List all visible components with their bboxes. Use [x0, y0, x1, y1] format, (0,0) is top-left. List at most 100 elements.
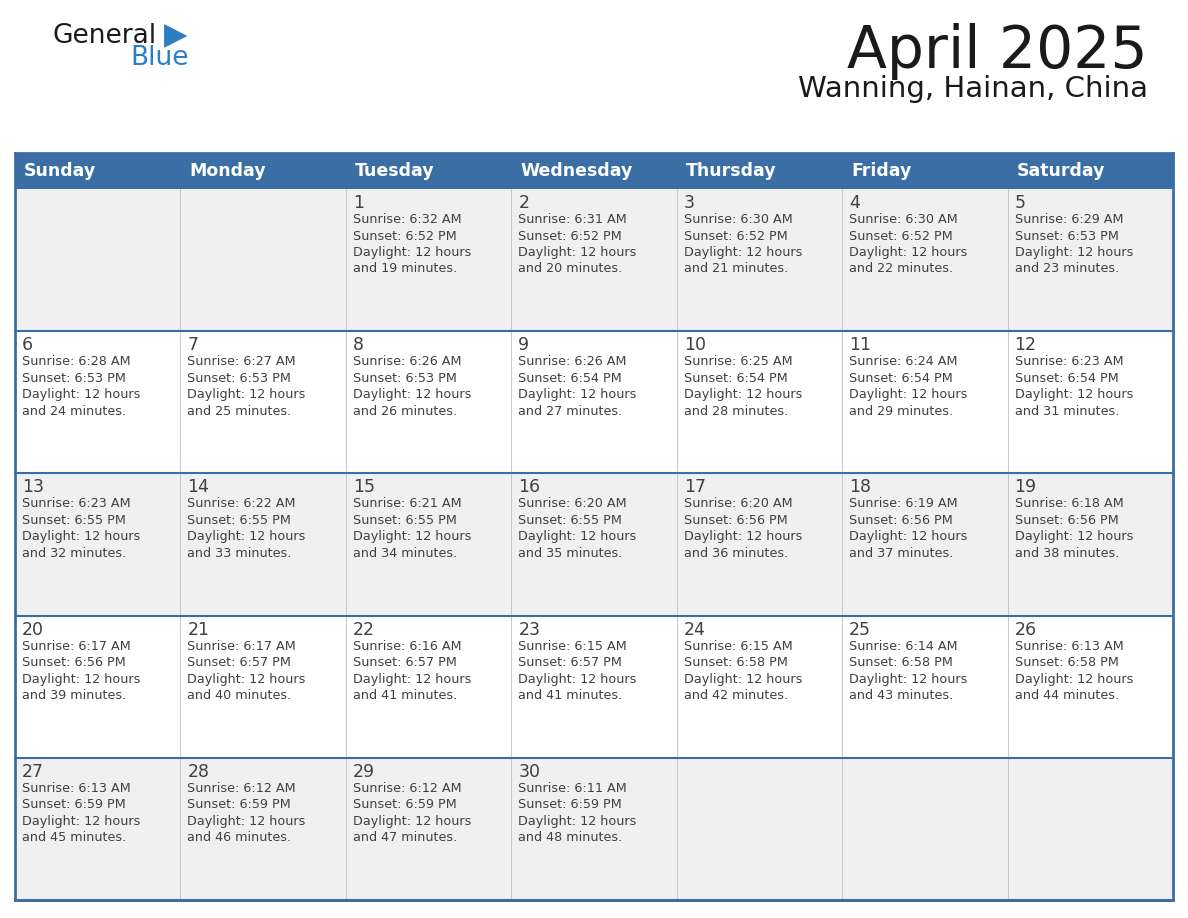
Text: Sunrise: 6:29 AM: Sunrise: 6:29 AM: [1015, 213, 1123, 226]
Text: Daylight: 12 hours: Daylight: 12 hours: [353, 246, 472, 259]
Text: Sunrise: 6:16 AM: Sunrise: 6:16 AM: [353, 640, 461, 653]
Text: Sunset: 6:53 PM: Sunset: 6:53 PM: [1015, 230, 1118, 242]
Text: 11: 11: [849, 336, 871, 354]
Text: and 39 minutes.: and 39 minutes.: [23, 689, 126, 702]
Text: Sunset: 6:58 PM: Sunset: 6:58 PM: [849, 656, 953, 669]
Text: Sunset: 6:54 PM: Sunset: 6:54 PM: [1015, 372, 1118, 385]
Text: Sunrise: 6:30 AM: Sunrise: 6:30 AM: [849, 213, 958, 226]
Text: Sunset: 6:54 PM: Sunset: 6:54 PM: [849, 372, 953, 385]
Text: Sunrise: 6:19 AM: Sunrise: 6:19 AM: [849, 498, 958, 510]
Text: Daylight: 12 hours: Daylight: 12 hours: [518, 531, 637, 543]
Text: Sunrise: 6:17 AM: Sunrise: 6:17 AM: [188, 640, 296, 653]
Text: Daylight: 12 hours: Daylight: 12 hours: [23, 531, 140, 543]
Text: Wednesday: Wednesday: [520, 162, 633, 180]
Text: Sunrise: 6:12 AM: Sunrise: 6:12 AM: [353, 782, 461, 795]
Text: and 23 minutes.: and 23 minutes.: [1015, 263, 1119, 275]
Text: Sunrise: 6:24 AM: Sunrise: 6:24 AM: [849, 355, 958, 368]
Text: Daylight: 12 hours: Daylight: 12 hours: [353, 531, 472, 543]
Text: 4: 4: [849, 194, 860, 212]
Text: and 19 minutes.: and 19 minutes.: [353, 263, 457, 275]
Text: Sunrise: 6:17 AM: Sunrise: 6:17 AM: [23, 640, 131, 653]
Text: Daylight: 12 hours: Daylight: 12 hours: [353, 815, 472, 828]
Bar: [15, 757, 1173, 900]
Text: Daylight: 12 hours: Daylight: 12 hours: [1015, 388, 1133, 401]
Text: Sunrise: 6:18 AM: Sunrise: 6:18 AM: [1015, 498, 1124, 510]
Text: Daylight: 12 hours: Daylight: 12 hours: [353, 673, 472, 686]
Text: Sunset: 6:53 PM: Sunset: 6:53 PM: [188, 372, 291, 385]
Text: and 33 minutes.: and 33 minutes.: [188, 547, 292, 560]
Text: Sunset: 6:56 PM: Sunset: 6:56 PM: [849, 514, 953, 527]
Text: and 36 minutes.: and 36 minutes.: [684, 547, 788, 560]
Bar: [511, 153, 677, 189]
Text: 9: 9: [518, 336, 530, 354]
Text: Sunset: 6:58 PM: Sunset: 6:58 PM: [1015, 656, 1118, 669]
Text: 3: 3: [684, 194, 695, 212]
Text: 1: 1: [353, 194, 364, 212]
Text: 10: 10: [684, 336, 706, 354]
Text: Tuesday: Tuesday: [355, 162, 435, 180]
Text: Sunrise: 6:26 AM: Sunrise: 6:26 AM: [518, 355, 627, 368]
Text: Daylight: 12 hours: Daylight: 12 hours: [849, 673, 967, 686]
Text: and 41 minutes.: and 41 minutes.: [518, 689, 623, 702]
Text: Daylight: 12 hours: Daylight: 12 hours: [849, 246, 967, 259]
Text: Sunrise: 6:32 AM: Sunrise: 6:32 AM: [353, 213, 461, 226]
Text: Sunset: 6:54 PM: Sunset: 6:54 PM: [518, 372, 623, 385]
Text: Sunrise: 6:30 AM: Sunrise: 6:30 AM: [684, 213, 792, 226]
Text: and 44 minutes.: and 44 minutes.: [1015, 689, 1119, 702]
Text: Sunset: 6:59 PM: Sunset: 6:59 PM: [518, 799, 623, 812]
Text: Sunrise: 6:21 AM: Sunrise: 6:21 AM: [353, 498, 461, 510]
Text: 14: 14: [188, 478, 209, 497]
Text: and 31 minutes.: and 31 minutes.: [1015, 405, 1119, 418]
Text: Sunset: 6:55 PM: Sunset: 6:55 PM: [23, 514, 126, 527]
Text: 8: 8: [353, 336, 364, 354]
Text: Daylight: 12 hours: Daylight: 12 hours: [518, 673, 637, 686]
Bar: [181, 153, 346, 189]
Text: Daylight: 12 hours: Daylight: 12 hours: [1015, 246, 1133, 259]
Text: Sunrise: 6:22 AM: Sunrise: 6:22 AM: [188, 498, 296, 510]
Text: and 43 minutes.: and 43 minutes.: [849, 689, 954, 702]
Text: Sunset: 6:53 PM: Sunset: 6:53 PM: [23, 372, 126, 385]
Text: 6: 6: [23, 336, 33, 354]
Text: Sunrise: 6:23 AM: Sunrise: 6:23 AM: [23, 498, 131, 510]
Text: 7: 7: [188, 336, 198, 354]
Bar: [346, 153, 511, 189]
Text: and 25 minutes.: and 25 minutes.: [188, 405, 292, 418]
Text: Sunset: 6:53 PM: Sunset: 6:53 PM: [353, 372, 456, 385]
Text: Daylight: 12 hours: Daylight: 12 hours: [188, 815, 305, 828]
Text: Daylight: 12 hours: Daylight: 12 hours: [23, 673, 140, 686]
Text: Sunrise: 6:11 AM: Sunrise: 6:11 AM: [518, 782, 627, 795]
Bar: [677, 153, 842, 189]
Text: Sunset: 6:52 PM: Sunset: 6:52 PM: [849, 230, 953, 242]
Text: and 35 minutes.: and 35 minutes.: [518, 547, 623, 560]
Text: and 48 minutes.: and 48 minutes.: [518, 832, 623, 845]
Text: and 47 minutes.: and 47 minutes.: [353, 832, 457, 845]
Text: and 29 minutes.: and 29 minutes.: [849, 405, 953, 418]
Text: Sunset: 6:52 PM: Sunset: 6:52 PM: [353, 230, 456, 242]
Text: 20: 20: [23, 621, 44, 639]
Text: 21: 21: [188, 621, 209, 639]
Text: Sunrise: 6:15 AM: Sunrise: 6:15 AM: [518, 640, 627, 653]
Text: Sunrise: 6:26 AM: Sunrise: 6:26 AM: [353, 355, 461, 368]
Text: Sunrise: 6:28 AM: Sunrise: 6:28 AM: [23, 355, 131, 368]
Text: Daylight: 12 hours: Daylight: 12 hours: [353, 388, 472, 401]
Text: Sunrise: 6:13 AM: Sunrise: 6:13 AM: [23, 782, 131, 795]
Text: Sunset: 6:52 PM: Sunset: 6:52 PM: [684, 230, 788, 242]
Text: and 27 minutes.: and 27 minutes.: [518, 405, 623, 418]
Text: Sunset: 6:54 PM: Sunset: 6:54 PM: [684, 372, 788, 385]
Text: 19: 19: [1015, 478, 1037, 497]
Text: 25: 25: [849, 621, 871, 639]
Text: Sunset: 6:59 PM: Sunset: 6:59 PM: [23, 799, 126, 812]
Text: 15: 15: [353, 478, 375, 497]
Text: Daylight: 12 hours: Daylight: 12 hours: [1015, 531, 1133, 543]
Text: 22: 22: [353, 621, 375, 639]
Text: Sunrise: 6:25 AM: Sunrise: 6:25 AM: [684, 355, 792, 368]
Text: Sunrise: 6:23 AM: Sunrise: 6:23 AM: [1015, 355, 1123, 368]
Text: Daylight: 12 hours: Daylight: 12 hours: [849, 531, 967, 543]
Text: Sunset: 6:55 PM: Sunset: 6:55 PM: [353, 514, 456, 527]
Text: Sunrise: 6:15 AM: Sunrise: 6:15 AM: [684, 640, 792, 653]
Text: 2: 2: [518, 194, 530, 212]
Text: Daylight: 12 hours: Daylight: 12 hours: [23, 815, 140, 828]
Text: and 26 minutes.: and 26 minutes.: [353, 405, 457, 418]
Text: 5: 5: [1015, 194, 1025, 212]
Text: and 24 minutes.: and 24 minutes.: [23, 405, 126, 418]
